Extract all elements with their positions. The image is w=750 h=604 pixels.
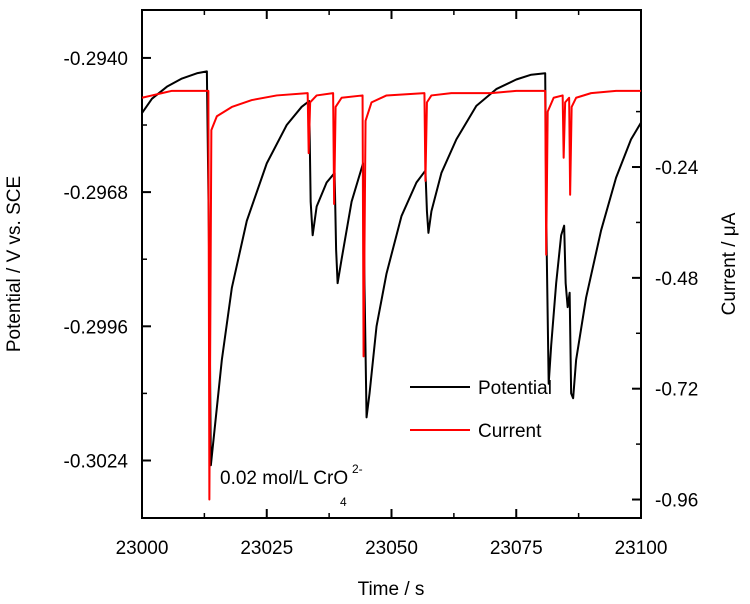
x-axis: 23000 23025 23050 23075 23100: [116, 10, 668, 559]
y-axis-left: -0.2940 -0.2968 -0.2996 -0.3024: [64, 49, 151, 472]
y-left-tick-label: -0.2940: [64, 49, 128, 70]
y-axis-left-title: Potential / V vs. SCE: [4, 176, 25, 352]
annotation: 0.02 mol/L CrO 2- 4: [220, 462, 363, 509]
series-line-current: [141, 89, 641, 501]
y-axis-right: -0.24 -0.48 -0.72 -0.96: [632, 110, 699, 512]
x-tick-label: 23025: [240, 538, 293, 559]
legend: Potential Current: [410, 378, 552, 442]
y-right-tick-label: -0.96: [655, 491, 698, 512]
series-layer: [141, 70, 642, 501]
legend-label-current: Current: [478, 421, 542, 442]
x-tick-label: 23000: [116, 538, 169, 559]
x-tick-label: 23050: [365, 538, 418, 559]
x-tick-label: 23100: [615, 538, 668, 559]
annotation-text: 0.02 mol/L CrO: [220, 468, 348, 489]
y-left-tick-label: -0.2996: [64, 317, 128, 338]
x-axis-title: Time / s: [358, 579, 425, 600]
y-axis-right-title: Current / μA: [719, 212, 740, 315]
annotation-subscript: 4: [340, 495, 347, 509]
legend-label-potential: Potential: [478, 378, 552, 399]
y-right-tick-label: -0.24: [655, 158, 699, 179]
x-tick-label: 23075: [490, 538, 543, 559]
series-line-potential: [141, 70, 642, 467]
y-right-tick-label: -0.72: [655, 380, 698, 401]
y-left-tick-label: -0.3024: [64, 451, 129, 472]
y-left-tick-label: -0.2968: [64, 183, 128, 204]
annotation-superscript: 2-: [352, 462, 363, 476]
y-right-tick-label: -0.48: [655, 269, 698, 290]
